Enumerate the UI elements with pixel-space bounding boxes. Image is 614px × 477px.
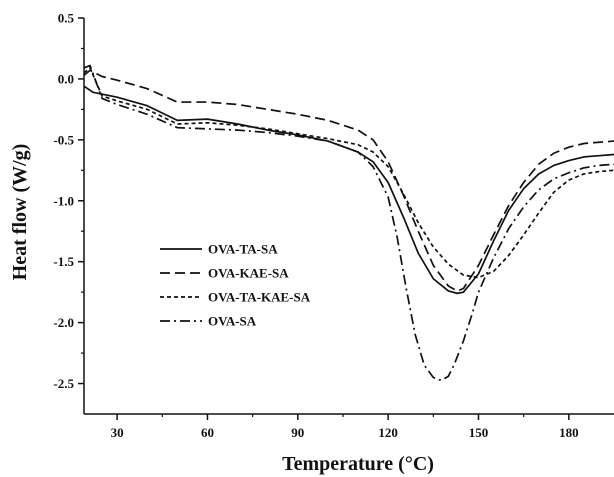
y-tick-label: -1.0: [53, 193, 74, 208]
x-tick-label: 150: [469, 425, 489, 440]
x-tick-label: 120: [378, 425, 398, 440]
y-tick-label: -2.5: [53, 376, 74, 391]
series-lines: [83, 64, 614, 381]
x-tick-label: 30: [111, 425, 124, 440]
y-tick-label: -2.0: [53, 315, 74, 330]
series-line-ova-kae-sa: [83, 69, 614, 292]
legend-label: OVA-SA: [208, 314, 257, 329]
y-axis-title: Heat flow (W/g): [9, 144, 31, 281]
y-tick-label: 0.5: [58, 11, 75, 26]
series-line-ova-ta-kae-sa: [83, 67, 614, 279]
x-tick-label: 180: [559, 425, 579, 440]
legend-label: OVA-TA-SA: [208, 242, 278, 257]
x-axis-ticks: 30 60 90 120 150 180: [111, 414, 579, 440]
y-tick-label: -0.5: [53, 132, 74, 147]
y-tick-label: -1.5: [53, 254, 74, 269]
legend: OVA-TA-SA OVA-KAE-SA OVA-TA-KAE-SA OVA-SA: [160, 242, 311, 329]
legend-label: OVA-TA-KAE-SA: [208, 290, 311, 305]
series-line-ova-sa: [83, 64, 614, 381]
y-tick-label: 0.0: [58, 71, 74, 86]
x-tick-label: 60: [201, 425, 214, 440]
series-line-ova-ta-sa: [83, 85, 614, 295]
y-axis-ticks: 0.5 0.0 -0.5 -1.0 -1.5 -2.0 -2.5: [53, 11, 84, 391]
x-tick-label: 90: [291, 425, 304, 440]
x-axis-title: Temperature (°C): [282, 453, 434, 475]
legend-label: OVA-KAE-SA: [208, 266, 289, 281]
